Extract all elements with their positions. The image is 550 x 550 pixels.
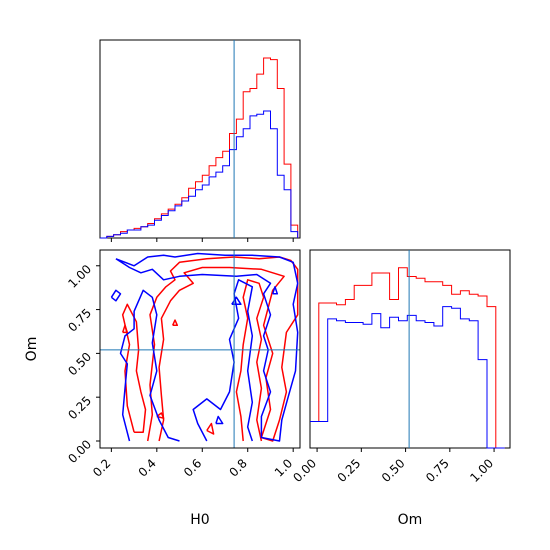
h0-tick-label: 0.6	[181, 456, 204, 479]
om-axis-ticks: 0.00 0.25 0.50 0.75 1.00	[65, 262, 100, 466]
om-axis-label: Om	[398, 512, 423, 528]
om-histogram-step-red	[310, 268, 505, 448]
contour-line-blue-3	[111, 290, 120, 301]
h0-tick-label: 0.8	[226, 456, 249, 479]
om-histogram-frame	[310, 250, 510, 448]
om-tick-label: 0.25	[335, 456, 364, 485]
om-tick-label: 0.25	[65, 393, 94, 422]
contour-line-red-6	[123, 325, 128, 332]
h0-axis-label: H0	[190, 512, 209, 528]
h0-histogram-ticks	[111, 238, 293, 242]
h0-tick-label: 0.2	[90, 456, 113, 479]
om-histogram-panel: 0.00 0.25 0.50 0.75 1.00 Om	[290, 250, 510, 528]
contour-line-blue-5	[273, 287, 278, 294]
h0-histogram-step-red	[100, 58, 298, 238]
contour-line-blue-6	[216, 417, 223, 424]
contour-line-blue-2	[193, 280, 252, 441]
om-tick-label: 1.00	[467, 456, 496, 485]
h0-histogram-panel	[100, 40, 300, 242]
om-tick-label: 0.75	[423, 456, 452, 485]
contour-line-red-4	[173, 320, 178, 325]
contour-series	[111, 254, 297, 442]
om-tick-label: 1.00	[65, 262, 94, 291]
h0-tick-label: 0.4	[136, 456, 159, 479]
om-axis-label: Om	[24, 337, 40, 362]
om-tick-label: 0.50	[65, 350, 94, 379]
om-tick-label: 0.00	[65, 437, 94, 466]
om-tick-label: 0.50	[379, 456, 408, 485]
contour-panel: 0.2 0.4 0.6 0.8 1.0 0.000.250.500.751.00 H0 …	[24, 250, 300, 528]
contour-line-red-3	[207, 424, 214, 435]
h0-axis-ticks: 0.2 0.4 0.6 0.8 1.0	[90, 448, 295, 480]
om-histogram-series	[310, 268, 505, 448]
h0-histogram-series	[100, 58, 298, 238]
h0-histogram-frame	[100, 40, 300, 238]
om-tick-label: 0.75	[65, 306, 94, 335]
contour-line-red-1	[148, 257, 298, 441]
om-histogram-step-blue	[310, 307, 505, 448]
h0-histogram-step-blue	[100, 111, 298, 238]
om-axis-ticks: 0.00 0.25 0.50 0.75 1.00	[290, 448, 496, 485]
om-tick-label: 0.00	[290, 456, 319, 485]
